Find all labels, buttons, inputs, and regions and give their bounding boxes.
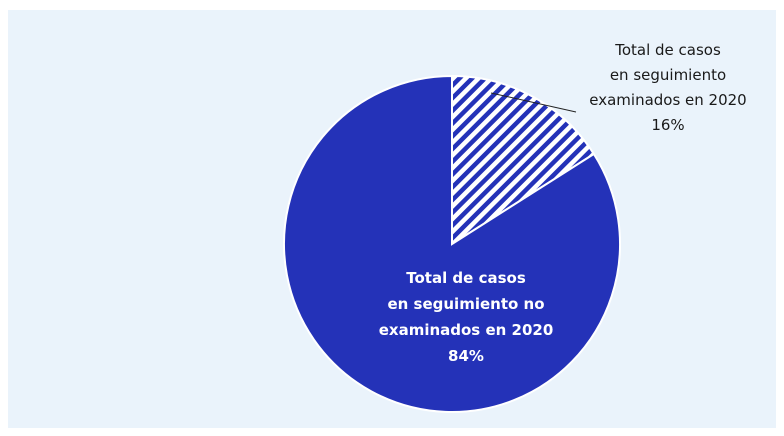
value-label: 84% — [448, 347, 484, 365]
label-line: en seguimiento — [610, 66, 726, 84]
slice-label: Total de casos en seguimiento examinados e… — [589, 41, 746, 109]
slice-label: Total de casos en seguimiento no examinado… — [379, 269, 554, 339]
label-line: en seguimiento no — [387, 295, 544, 313]
value-label: 16% — [651, 116, 684, 134]
label-line: examinados en 2020 — [379, 321, 554, 339]
label-line: examinados en 2020 — [589, 91, 746, 109]
pie-slice — [283, 74, 621, 413]
label-line: Total de casos — [614, 41, 721, 59]
leader-line — [490, 92, 577, 113]
pie-slice — [451, 74, 596, 246]
label-line: Total de casos — [406, 269, 526, 287]
